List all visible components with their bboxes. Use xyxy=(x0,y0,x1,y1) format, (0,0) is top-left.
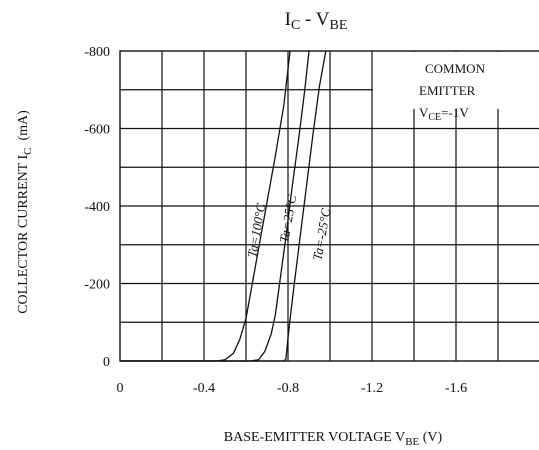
legend-note: COMMON EMITTER VCE=-1V xyxy=(419,61,486,123)
ylabel-sub: C xyxy=(22,148,34,155)
title-second: V xyxy=(316,9,330,30)
ylabel-unit: (mA) xyxy=(16,110,31,141)
note-line-emitter: EMITTER xyxy=(419,83,476,98)
series-line-2 xyxy=(120,50,310,362)
curves xyxy=(120,50,327,362)
xlabel-sub: BE xyxy=(405,436,419,448)
y-tick-label: -200 xyxy=(84,278,110,293)
x-tick-label: 0 xyxy=(117,381,124,396)
x-tick-label: -1.6 xyxy=(445,381,467,396)
y-axis-ticks: 0 -200 -400 -600 -800 xyxy=(84,45,110,370)
note-vce-value: =-1V xyxy=(441,105,469,120)
series-line-1 xyxy=(120,50,291,362)
ylabel-main: COLLECTOR CURRENT I xyxy=(16,155,31,314)
legend-note-background xyxy=(373,52,539,110)
grid xyxy=(120,51,539,361)
note-vce-sub: CE xyxy=(428,112,441,123)
title-second-sub: BE xyxy=(330,18,348,33)
title-main: I xyxy=(285,9,291,30)
title-main-sub: C xyxy=(291,18,300,33)
note-line-vce: VCE=-1V xyxy=(419,105,469,123)
title-sep: - xyxy=(300,9,315,30)
y-tick-label: -400 xyxy=(84,200,110,215)
series-label-2: Ta=25°C xyxy=(276,193,299,243)
series-line-3 xyxy=(120,50,327,362)
x-tick-label: -0.8 xyxy=(277,381,299,396)
y-axis-label: COLLECTOR CURRENT IC (mA) xyxy=(16,110,34,314)
series-label-1: Ta=100°C xyxy=(244,202,268,259)
x-axis-label: BASE-EMITTER VOLTAGE VBE (V) xyxy=(224,430,443,448)
x-tick-label: -1.2 xyxy=(361,381,383,396)
x-axis-ticks: 0 -0.4 -0.8 -1.2 -1.6 xyxy=(117,381,468,396)
xlabel-main: BASE-EMITTER VOLTAGE V xyxy=(224,430,405,445)
y-tick-label: -800 xyxy=(84,45,110,60)
y-tick-label: -600 xyxy=(84,123,110,138)
note-vce-main: V xyxy=(419,105,429,120)
chart-title: IC - VBE xyxy=(285,9,348,33)
plot-frame xyxy=(119,50,539,362)
xlabel-unit: (V) xyxy=(423,430,443,445)
ylabel-gap xyxy=(16,141,31,148)
x-tick-label: -0.4 xyxy=(193,381,215,396)
y-tick-label: 0 xyxy=(103,355,110,370)
note-line-common: COMMON xyxy=(425,61,486,76)
curve-labels: Ta=100°C Ta=25°C Ta=-25°C xyxy=(244,193,333,261)
